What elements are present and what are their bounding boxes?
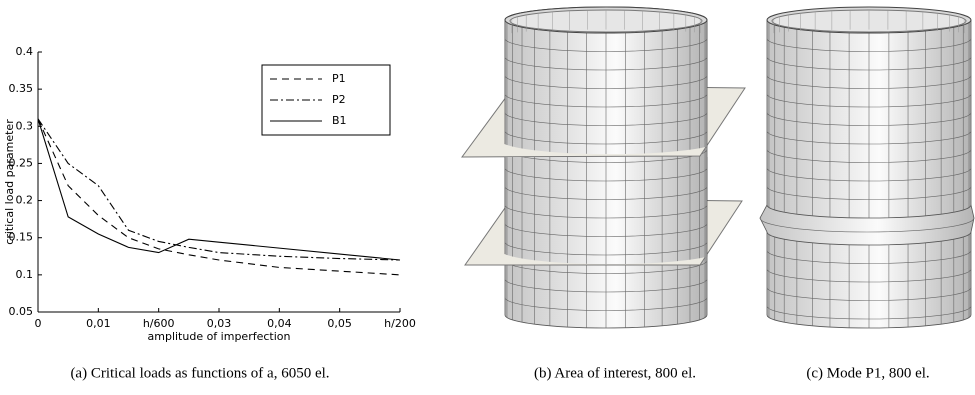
cylinder <box>767 7 971 218</box>
x-tick-label: 0 <box>35 317 42 330</box>
series-line <box>38 119 400 275</box>
caption: (c) Mode P1, 800 el. <box>806 365 929 381</box>
x-tick-label: 0,01 <box>86 317 111 330</box>
x-tick-label: 0,05 <box>327 317 352 330</box>
x-tick-label: h/200 <box>384 317 416 330</box>
legend-label: B1 <box>332 114 347 127</box>
y-tick-label: 0.05 <box>9 305 34 318</box>
x-tick-label: 0,04 <box>267 317 292 330</box>
figure: 0.050.10.150.20.250.30.350.400,01h/6000,… <box>0 0 975 395</box>
y-tick-label: 0.4 <box>16 45 34 58</box>
x-axis-label: amplitude of imperfection <box>148 330 291 343</box>
y-tick-label: 0.2 <box>16 194 34 207</box>
renders <box>462 7 974 328</box>
series-line <box>38 119 400 260</box>
x-tick-label: 0,03 <box>207 317 232 330</box>
y-tick-label: 0.3 <box>16 119 34 132</box>
legend-label: P1 <box>332 72 346 85</box>
y-axis-label: critical load parameter <box>3 119 16 245</box>
cylinder <box>767 232 971 328</box>
series-line <box>38 119 400 260</box>
legend-label: P2 <box>332 93 346 106</box>
y-tick-label: 0.35 <box>9 82 34 95</box>
x-tick-label: h/600 <box>143 317 175 330</box>
caption: (b) Area of interest, 800 el. <box>534 365 696 381</box>
y-tick-label: 0.1 <box>16 268 34 281</box>
caption: (a) Critical loads as functions of a, 60… <box>70 365 329 381</box>
